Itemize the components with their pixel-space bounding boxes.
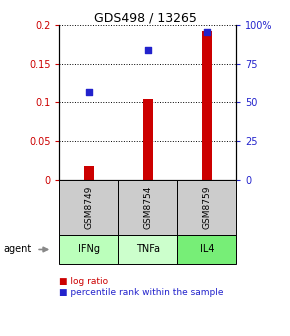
Text: TNFa: TNFa xyxy=(136,245,160,254)
Bar xyxy=(143,99,153,180)
Text: GDS498 / 13265: GDS498 / 13265 xyxy=(94,12,196,25)
Text: ■ percentile rank within the sample: ■ percentile rank within the sample xyxy=(59,288,224,297)
Text: GSM8759: GSM8759 xyxy=(202,186,211,229)
Point xyxy=(204,30,209,35)
Text: IL4: IL4 xyxy=(200,245,214,254)
Text: GSM8749: GSM8749 xyxy=(84,186,93,229)
Text: agent: agent xyxy=(3,245,31,254)
Point xyxy=(146,47,150,53)
Point xyxy=(87,90,91,95)
Text: IFNg: IFNg xyxy=(78,245,100,254)
Text: GSM8754: GSM8754 xyxy=(143,186,153,229)
Bar xyxy=(202,31,212,180)
Text: ■ log ratio: ■ log ratio xyxy=(59,277,108,286)
Bar xyxy=(84,166,94,180)
